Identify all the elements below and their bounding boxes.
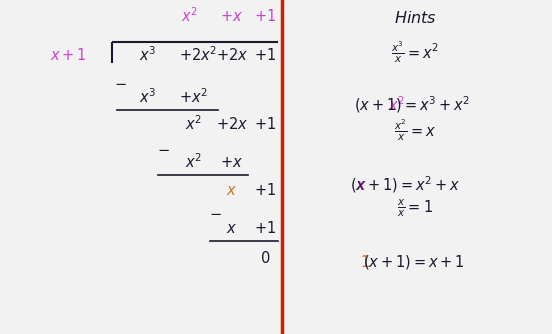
Text: $0$: $0$ bbox=[260, 250, 270, 266]
Text: $+x^2$: $+x^2$ bbox=[179, 88, 209, 106]
Text: $1$: $1$ bbox=[360, 254, 370, 270]
Text: $-$: $-$ bbox=[209, 204, 221, 219]
Text: $x^2$: $x^2$ bbox=[185, 153, 203, 171]
Text: $x^3$: $x^3$ bbox=[139, 88, 157, 106]
Text: $\frac{x^3}{x} = x^2$: $\frac{x^3}{x} = x^2$ bbox=[391, 39, 439, 64]
Text: $x^2$: $x^2$ bbox=[185, 115, 203, 133]
Text: $x+1$: $x+1$ bbox=[50, 47, 87, 63]
Text: $+1$: $+1$ bbox=[254, 182, 276, 198]
Text: $+1$: $+1$ bbox=[254, 8, 276, 24]
Text: $+2x$: $+2x$ bbox=[216, 116, 248, 132]
Text: $x^3$: $x^3$ bbox=[139, 46, 157, 64]
Text: $\frac{x^2}{x} = x$: $\frac{x^2}{x} = x$ bbox=[394, 118, 436, 143]
Text: $(x+1) = x+1$: $(x+1) = x+1$ bbox=[363, 253, 465, 271]
Text: $x$: $x$ bbox=[226, 220, 237, 235]
Text: $+1$: $+1$ bbox=[254, 220, 276, 236]
Text: $x$: $x$ bbox=[356, 177, 367, 192]
Text: $x^2$: $x^2$ bbox=[388, 96, 405, 114]
Text: $+x$: $+x$ bbox=[220, 8, 243, 23]
Text: $(x+1) = x^3+x^2$: $(x+1) = x^3+x^2$ bbox=[354, 95, 470, 115]
Text: $-$: $-$ bbox=[157, 141, 169, 156]
Text: $(x+1) = x^2+x$: $(x+1) = x^2+x$ bbox=[349, 175, 460, 195]
Text: $-$: $-$ bbox=[114, 74, 126, 90]
Text: $+2x$: $+2x$ bbox=[216, 47, 248, 63]
Text: $+2x^2$: $+2x^2$ bbox=[179, 46, 217, 64]
Text: $x^2$: $x^2$ bbox=[182, 7, 199, 25]
Text: $+x$: $+x$ bbox=[220, 155, 243, 169]
Text: $+1$: $+1$ bbox=[254, 116, 276, 132]
Text: $\mathit{Hints}$: $\mathit{Hints}$ bbox=[394, 10, 437, 26]
Text: $\frac{x}{x} = 1$: $\frac{x}{x} = 1$ bbox=[397, 197, 433, 218]
Text: $+1$: $+1$ bbox=[254, 47, 276, 63]
Text: $x$: $x$ bbox=[226, 182, 237, 197]
